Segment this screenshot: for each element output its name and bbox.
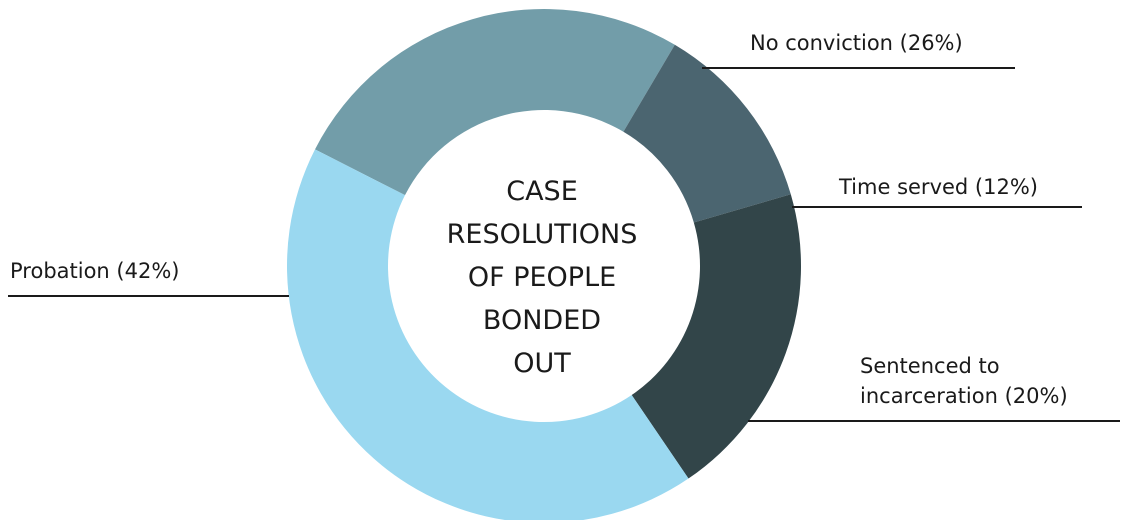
- slice-probation: [287, 149, 689, 520]
- center-title: CASE RESOLUTIONS OF PEOPLE BONDED OUT: [447, 176, 638, 379]
- leader-lines: [8, 67, 1120, 422]
- label-sentenced-line-2: incarceration (20%): [860, 384, 1068, 408]
- slice-sentenced-to-incarceration: [631, 194, 801, 479]
- slice-no-conviction: [315, 8, 675, 196]
- label-no-conviction: No conviction (26%): [750, 31, 963, 55]
- slice-labels: No conviction (26%) Time served (12%) Se…: [10, 31, 1068, 408]
- center-title-line-2: RESOLUTIONS: [447, 219, 638, 250]
- label-time-served: Time served (12%): [838, 175, 1038, 199]
- donut-slices: [287, 8, 801, 520]
- label-probation: Probation (42%): [10, 259, 179, 283]
- center-title-line-4: BONDED: [483, 305, 601, 336]
- label-sentenced-line-1: Sentenced to: [860, 354, 1000, 378]
- slice-time-served: [623, 44, 791, 223]
- center-title-line-5: OUT: [513, 348, 571, 379]
- center-title-line-1: CASE: [506, 176, 578, 207]
- center-title-line-3: OF PEOPLE: [468, 262, 616, 293]
